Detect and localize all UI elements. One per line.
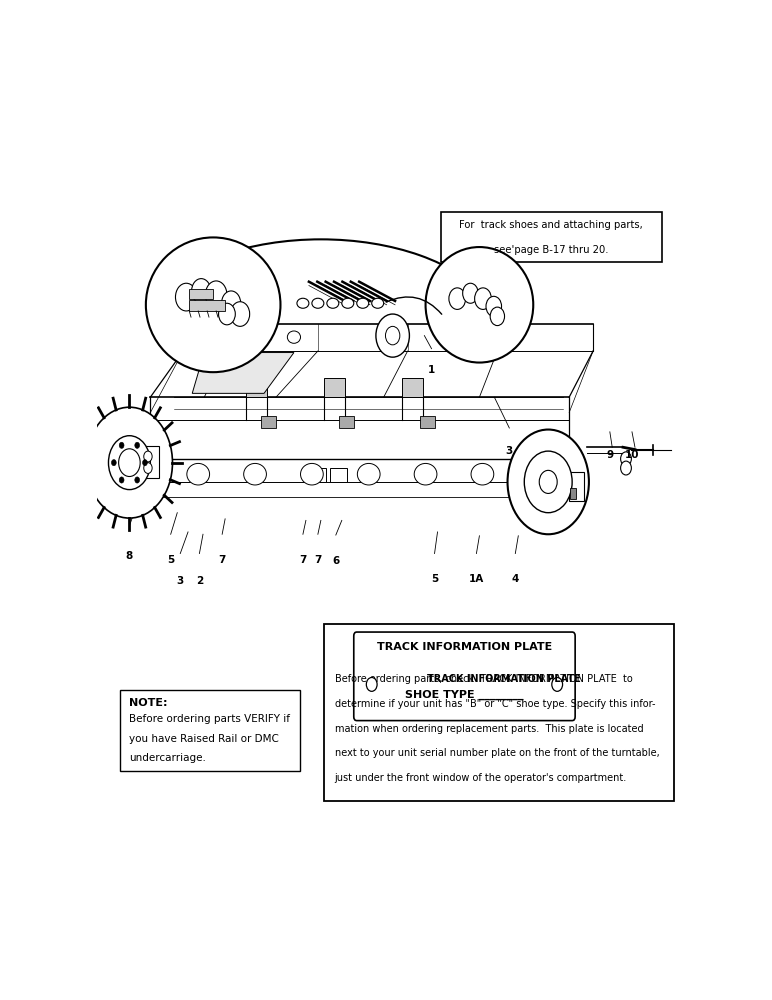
Text: see'page B-17 thru 20.: see'page B-17 thru 20.	[494, 245, 608, 255]
Circle shape	[218, 303, 235, 325]
Circle shape	[86, 407, 172, 518]
Bar	[339, 416, 354, 428]
Circle shape	[524, 451, 572, 513]
Polygon shape	[192, 353, 294, 393]
Bar	[571, 488, 577, 499]
Bar	[133, 446, 159, 478]
Text: 10: 10	[625, 450, 639, 460]
Text: determine if your unit has "B" or "C" shoe type. Specify this infor-: determine if your unit has "B" or "C" sh…	[334, 699, 655, 709]
Ellipse shape	[300, 463, 323, 485]
Text: 4: 4	[512, 574, 519, 584]
Circle shape	[475, 288, 492, 309]
Bar	[569, 472, 584, 501]
Circle shape	[119, 442, 124, 448]
Ellipse shape	[146, 237, 280, 372]
Ellipse shape	[327, 298, 339, 308]
Circle shape	[621, 452, 631, 466]
Circle shape	[621, 461, 631, 475]
Ellipse shape	[471, 463, 494, 485]
Circle shape	[231, 302, 249, 326]
Text: TRACK INFORMATION PLATE: TRACK INFORMATION PLATE	[428, 674, 581, 684]
Bar	[330, 468, 347, 482]
Circle shape	[205, 281, 227, 309]
Circle shape	[552, 677, 563, 691]
Text: 3: 3	[177, 576, 184, 586]
Bar	[120, 690, 300, 771]
Text: next to your unit serial number plate on the front of the turntable,: next to your unit serial number plate on…	[334, 748, 659, 758]
Circle shape	[175, 283, 197, 311]
Circle shape	[486, 296, 502, 316]
Ellipse shape	[297, 298, 309, 308]
Text: 7: 7	[314, 555, 322, 565]
Bar	[324, 378, 345, 397]
Bar	[309, 468, 326, 482]
Circle shape	[111, 460, 117, 466]
Circle shape	[144, 463, 152, 473]
Text: 6: 6	[332, 556, 340, 566]
Text: 3: 3	[506, 446, 513, 456]
Circle shape	[135, 442, 140, 448]
Ellipse shape	[342, 298, 354, 308]
Circle shape	[462, 283, 478, 303]
Circle shape	[367, 677, 377, 691]
Bar	[189, 289, 213, 299]
Bar	[420, 416, 435, 428]
Ellipse shape	[287, 331, 300, 343]
Ellipse shape	[312, 298, 324, 308]
Circle shape	[119, 449, 141, 477]
Text: 1: 1	[428, 365, 435, 375]
Ellipse shape	[357, 463, 380, 485]
Ellipse shape	[372, 298, 384, 308]
Ellipse shape	[357, 298, 369, 308]
Text: just under the front window of the operator's compartment.: just under the front window of the opera…	[334, 773, 627, 783]
Circle shape	[449, 288, 466, 309]
Text: NOTE:: NOTE:	[130, 698, 168, 708]
Circle shape	[135, 477, 140, 483]
Circle shape	[119, 477, 124, 483]
Bar	[401, 378, 422, 397]
Circle shape	[539, 470, 557, 493]
Text: Before ordering parts, check  TRACK INFORMATION PLATE  to: Before ordering parts, check TRACK INFOR…	[334, 674, 632, 684]
Text: 2: 2	[196, 576, 203, 586]
Ellipse shape	[415, 463, 437, 485]
Bar	[189, 300, 225, 311]
Ellipse shape	[377, 331, 391, 343]
Text: undercarriage.: undercarriage.	[130, 753, 206, 763]
Circle shape	[144, 451, 152, 462]
Text: 8: 8	[126, 551, 133, 561]
Ellipse shape	[528, 463, 550, 485]
Circle shape	[108, 436, 151, 490]
Text: 7: 7	[218, 555, 226, 565]
Text: 1A: 1A	[469, 574, 484, 584]
Circle shape	[490, 307, 505, 326]
Ellipse shape	[449, 331, 462, 343]
Bar	[324, 624, 674, 801]
Bar	[261, 416, 276, 428]
FancyBboxPatch shape	[354, 632, 575, 721]
Circle shape	[507, 430, 589, 534]
Text: Before ordering parts VERIFY if: Before ordering parts VERIFY if	[130, 714, 290, 724]
Text: 7: 7	[300, 555, 306, 565]
Circle shape	[222, 291, 241, 316]
Bar	[246, 378, 267, 397]
Circle shape	[385, 326, 400, 345]
Ellipse shape	[244, 463, 266, 485]
Ellipse shape	[187, 463, 209, 485]
Text: mation when ordering replacement parts.  This plate is located: mation when ordering replacement parts. …	[334, 724, 643, 734]
Circle shape	[143, 460, 147, 466]
Text: SHOE TYPE ________: SHOE TYPE ________	[405, 690, 523, 700]
Text: 5: 5	[168, 555, 175, 565]
Text: For  track shoes and attaching parts,: For track shoes and attaching parts,	[459, 220, 643, 230]
Text: 5: 5	[431, 574, 438, 584]
Circle shape	[191, 279, 211, 303]
Text: 9: 9	[606, 450, 614, 460]
Ellipse shape	[425, 247, 533, 363]
Circle shape	[376, 314, 409, 357]
Text: you have Raised Rail or DMC: you have Raised Rail or DMC	[130, 734, 279, 744]
Text: TRACK INFORMATION PLATE: TRACK INFORMATION PLATE	[377, 642, 552, 652]
FancyArrowPatch shape	[386, 297, 442, 314]
Bar	[441, 212, 662, 262]
